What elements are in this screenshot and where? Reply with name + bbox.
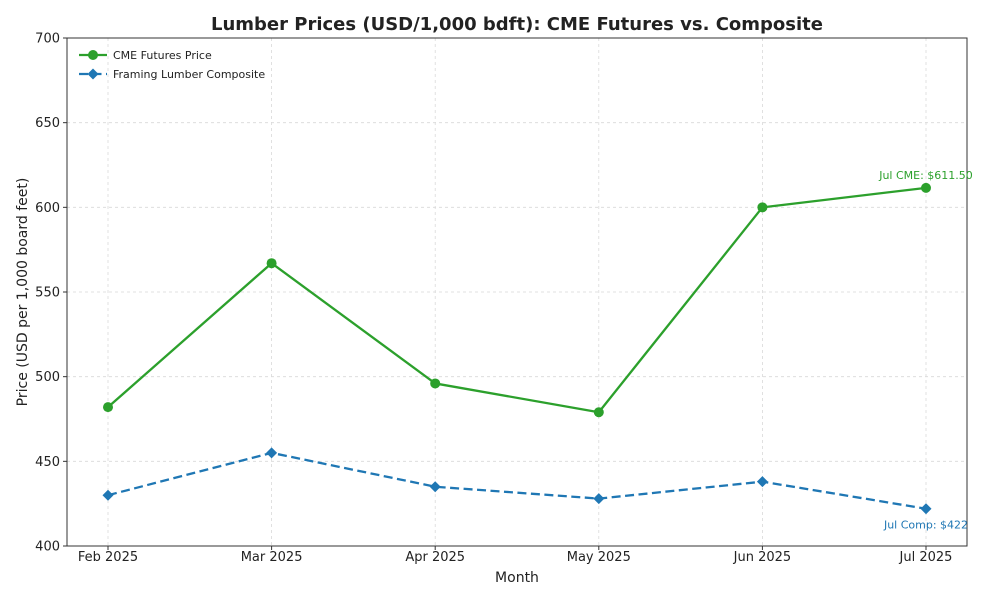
data-point-0-1: [266, 258, 277, 269]
series-group: [102, 182, 932, 515]
data-point-1-1: [266, 447, 278, 459]
y-tick-label: 500: [35, 370, 60, 385]
x-tick-label: May 2025: [567, 550, 631, 565]
x-tick-label: Mar 2025: [241, 550, 303, 565]
data-point-1-5: [920, 503, 932, 515]
data-point-1-0: [102, 489, 114, 501]
chart-title: Lumber Prices (USD/1,000 bdft): CME Futu…: [211, 14, 823, 35]
y-axis-label: Price (USD per 1,000 board feet): [15, 178, 31, 407]
y-tick-label: 450: [35, 455, 60, 470]
y-tick-label: 550: [35, 286, 60, 301]
y-tick-label: 700: [35, 32, 60, 47]
annotation-label-1: Jul Comp: $422: [883, 519, 968, 532]
x-tick-label: Jun 2025: [733, 550, 792, 565]
x-axis-label: Month: [495, 570, 539, 586]
legend-marker-0: [88, 50, 98, 60]
series-line-0: [107, 186, 927, 414]
y-tick-label: 650: [35, 116, 60, 131]
x-tick-label: Jul 2025: [899, 550, 953, 565]
data-point-1-3: [593, 493, 605, 505]
series-line-1: [107, 451, 927, 510]
data-point-0-0: [103, 402, 113, 413]
legend: CME Futures Price Framing Lumber Composit…: [79, 49, 265, 81]
data-point-0-5: [921, 182, 931, 193]
annotations: Jul CME: $611.50 Jul Comp: $422: [878, 169, 973, 532]
axis-ticks: Feb 2025 Mar 2025 Apr 2025 May 2025 Jun 2025…: [35, 32, 952, 566]
y-tick-label: 600: [35, 201, 60, 216]
annotation-label-0: Jul CME: $611.50: [878, 169, 973, 182]
x-tick-label: Apr 2025: [405, 550, 465, 565]
x-tick-label: Feb 2025: [78, 550, 138, 565]
data-point-0-4: [757, 202, 768, 213]
data-point-1-4: [756, 476, 768, 488]
y-tick-label: 400: [35, 540, 60, 555]
legend-marker-1: [87, 68, 99, 80]
legend-label-1: Framing Lumber Composite: [113, 68, 265, 81]
data-point-0-2: [430, 378, 441, 389]
data-point-1-2: [429, 481, 441, 493]
data-point-0-3: [593, 407, 604, 418]
legend-label-0: CME Futures Price: [113, 49, 212, 62]
